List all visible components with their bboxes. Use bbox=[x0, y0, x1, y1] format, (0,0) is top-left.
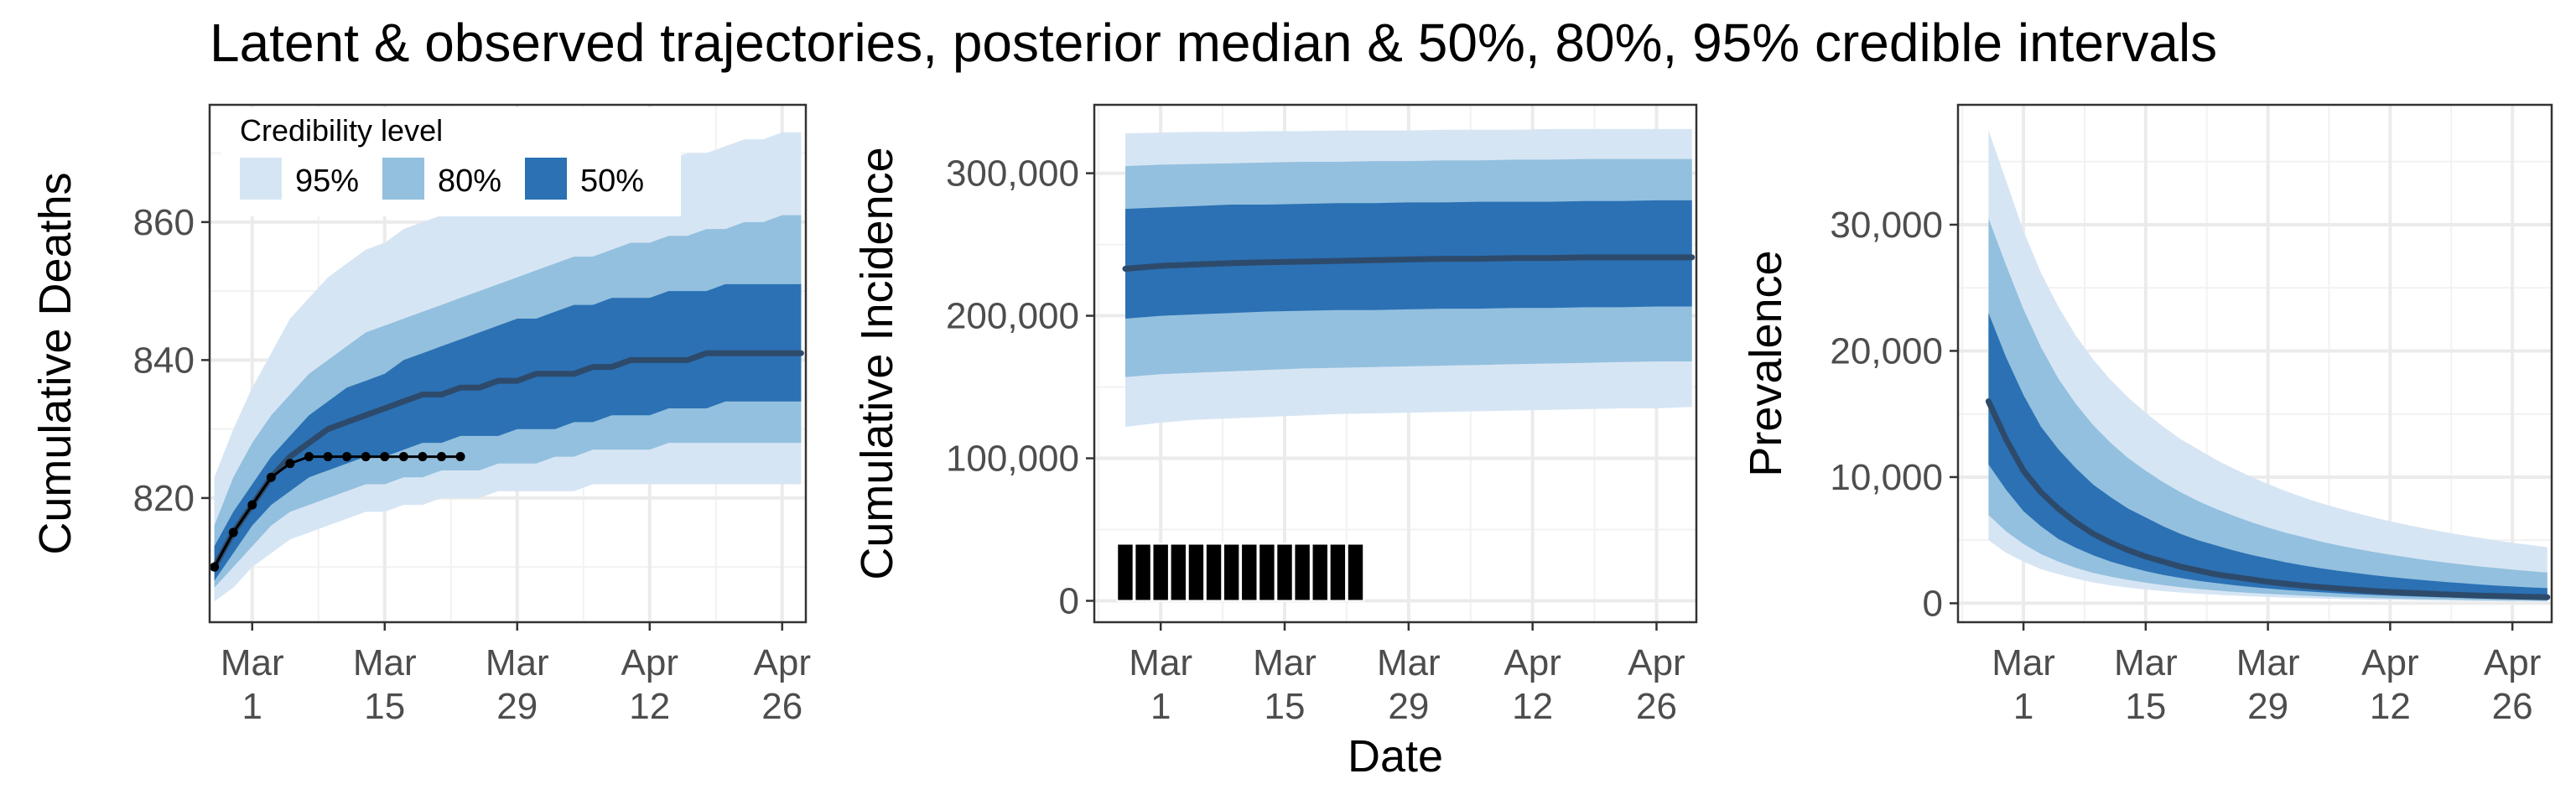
panel-border bbox=[1093, 103, 1698, 624]
observed-point bbox=[418, 452, 428, 462]
median-line bbox=[1122, 254, 1696, 272]
y-axis-title: Cumulative Deaths bbox=[30, 172, 80, 554]
observed-bar bbox=[1240, 543, 1259, 602]
y-tick-label: 860 bbox=[133, 202, 195, 243]
legend: Credibility level 95% 80% 50% bbox=[221, 107, 681, 216]
observed-point bbox=[323, 452, 333, 462]
x-tick-label: Mar 29 bbox=[2236, 642, 2300, 727]
observed-bar bbox=[1293, 543, 1311, 602]
x-tick-label: Apr 26 bbox=[1628, 642, 1685, 727]
y-axis-title: Prevalence bbox=[1741, 250, 1791, 476]
observed-bar bbox=[1169, 543, 1188, 602]
legend-background bbox=[221, 107, 681, 216]
x-tick-label: Mar 1 bbox=[1129, 642, 1192, 727]
legend-label: 95% bbox=[295, 164, 359, 199]
x-tick-label: Mar 15 bbox=[1253, 642, 1317, 727]
band-50 bbox=[1988, 313, 2547, 600]
observed-bar bbox=[1328, 543, 1348, 602]
observed-bar bbox=[1346, 543, 1365, 602]
x-tick-label: Apr 26 bbox=[2484, 642, 2541, 727]
observed-bar bbox=[1134, 543, 1152, 602]
y-tick-label: 820 bbox=[133, 478, 195, 519]
legend-item-95: 95% bbox=[240, 158, 359, 200]
observed-point bbox=[342, 452, 352, 462]
y-tick-label: 300,000 bbox=[946, 153, 1079, 195]
observed-point bbox=[210, 562, 220, 572]
band-80 bbox=[1988, 218, 2547, 601]
observed-point bbox=[266, 472, 276, 482]
observed-point bbox=[304, 452, 314, 462]
observed-point bbox=[285, 459, 295, 469]
observed-point bbox=[380, 452, 390, 462]
data-layer bbox=[1985, 130, 2551, 602]
observed-point bbox=[437, 452, 446, 462]
y-tick-label: 0 bbox=[1059, 581, 1079, 622]
observed-point bbox=[398, 452, 408, 462]
x-tick-label: Apr 12 bbox=[2361, 642, 2418, 727]
observed-point bbox=[228, 527, 238, 538]
legend-label: 50% bbox=[580, 164, 644, 199]
observed-bar bbox=[1258, 543, 1276, 602]
observed-bar bbox=[1275, 543, 1294, 602]
median-line bbox=[1985, 398, 2551, 600]
observed-point bbox=[361, 452, 371, 462]
observed-bar bbox=[1187, 543, 1206, 602]
x-tick-label: Mar 15 bbox=[2114, 642, 2178, 727]
y-tick-label: 20,000 bbox=[1830, 330, 1943, 371]
x-tick-label: Mar 29 bbox=[1377, 642, 1441, 727]
y-tick-label: 100,000 bbox=[946, 439, 1079, 480]
observed-bar bbox=[1116, 543, 1135, 602]
y-tick-label: 10,000 bbox=[1830, 457, 1943, 498]
data-layer bbox=[210, 132, 804, 602]
y-axis-title: Cumulative Incidence bbox=[852, 147, 902, 579]
x-tick-label: Mar 15 bbox=[353, 642, 417, 727]
legend-title: Credibility level bbox=[240, 113, 443, 148]
median-line bbox=[211, 350, 804, 570]
observed-bar bbox=[1222, 543, 1241, 602]
x-tick-label: Apr 12 bbox=[1504, 642, 1561, 727]
x-tick-label: Apr 26 bbox=[754, 642, 811, 727]
data-layer bbox=[1116, 128, 1696, 602]
observed-bar bbox=[1151, 543, 1170, 602]
observed-bar bbox=[1204, 543, 1223, 602]
observed-point bbox=[455, 452, 465, 462]
observed-point bbox=[247, 500, 257, 510]
x-tick-label: Mar 1 bbox=[221, 642, 284, 727]
y-tick-label: 30,000 bbox=[1830, 205, 1943, 246]
x-tick-label: Mar 1 bbox=[1992, 642, 2055, 727]
y-tick-label: 0 bbox=[1923, 583, 1943, 624]
panel-3: Mar 1 Mar 15 Mar 29 Apr 12 Apr 26 0 10,000 20,000 30,… bbox=[1741, 103, 2553, 727]
y-tick-label: 840 bbox=[133, 340, 195, 381]
panel-border bbox=[1956, 103, 2553, 624]
legend-label: 80% bbox=[438, 164, 501, 199]
x-tick-label: Apr 12 bbox=[621, 642, 678, 727]
y-tick-label: 200,000 bbox=[946, 296, 1079, 337]
legend-key bbox=[240, 158, 282, 200]
panel-border bbox=[208, 103, 808, 624]
legend-key bbox=[382, 158, 424, 200]
x-tick-label: Mar 29 bbox=[486, 642, 549, 727]
legend-item-50: 50% bbox=[525, 158, 644, 200]
panel-2: Mar 1 Mar 15 Mar 29 Apr 12 Apr 26 0 100,000 200,000 3… bbox=[852, 103, 1698, 727]
legend-key bbox=[525, 158, 567, 200]
legend-item-80: 80% bbox=[382, 158, 501, 200]
figure-title: Latent & observed trajectories, posterio… bbox=[210, 13, 2218, 73]
observed-bar bbox=[1311, 543, 1329, 602]
x-axis-title: Date bbox=[1348, 731, 1443, 782]
